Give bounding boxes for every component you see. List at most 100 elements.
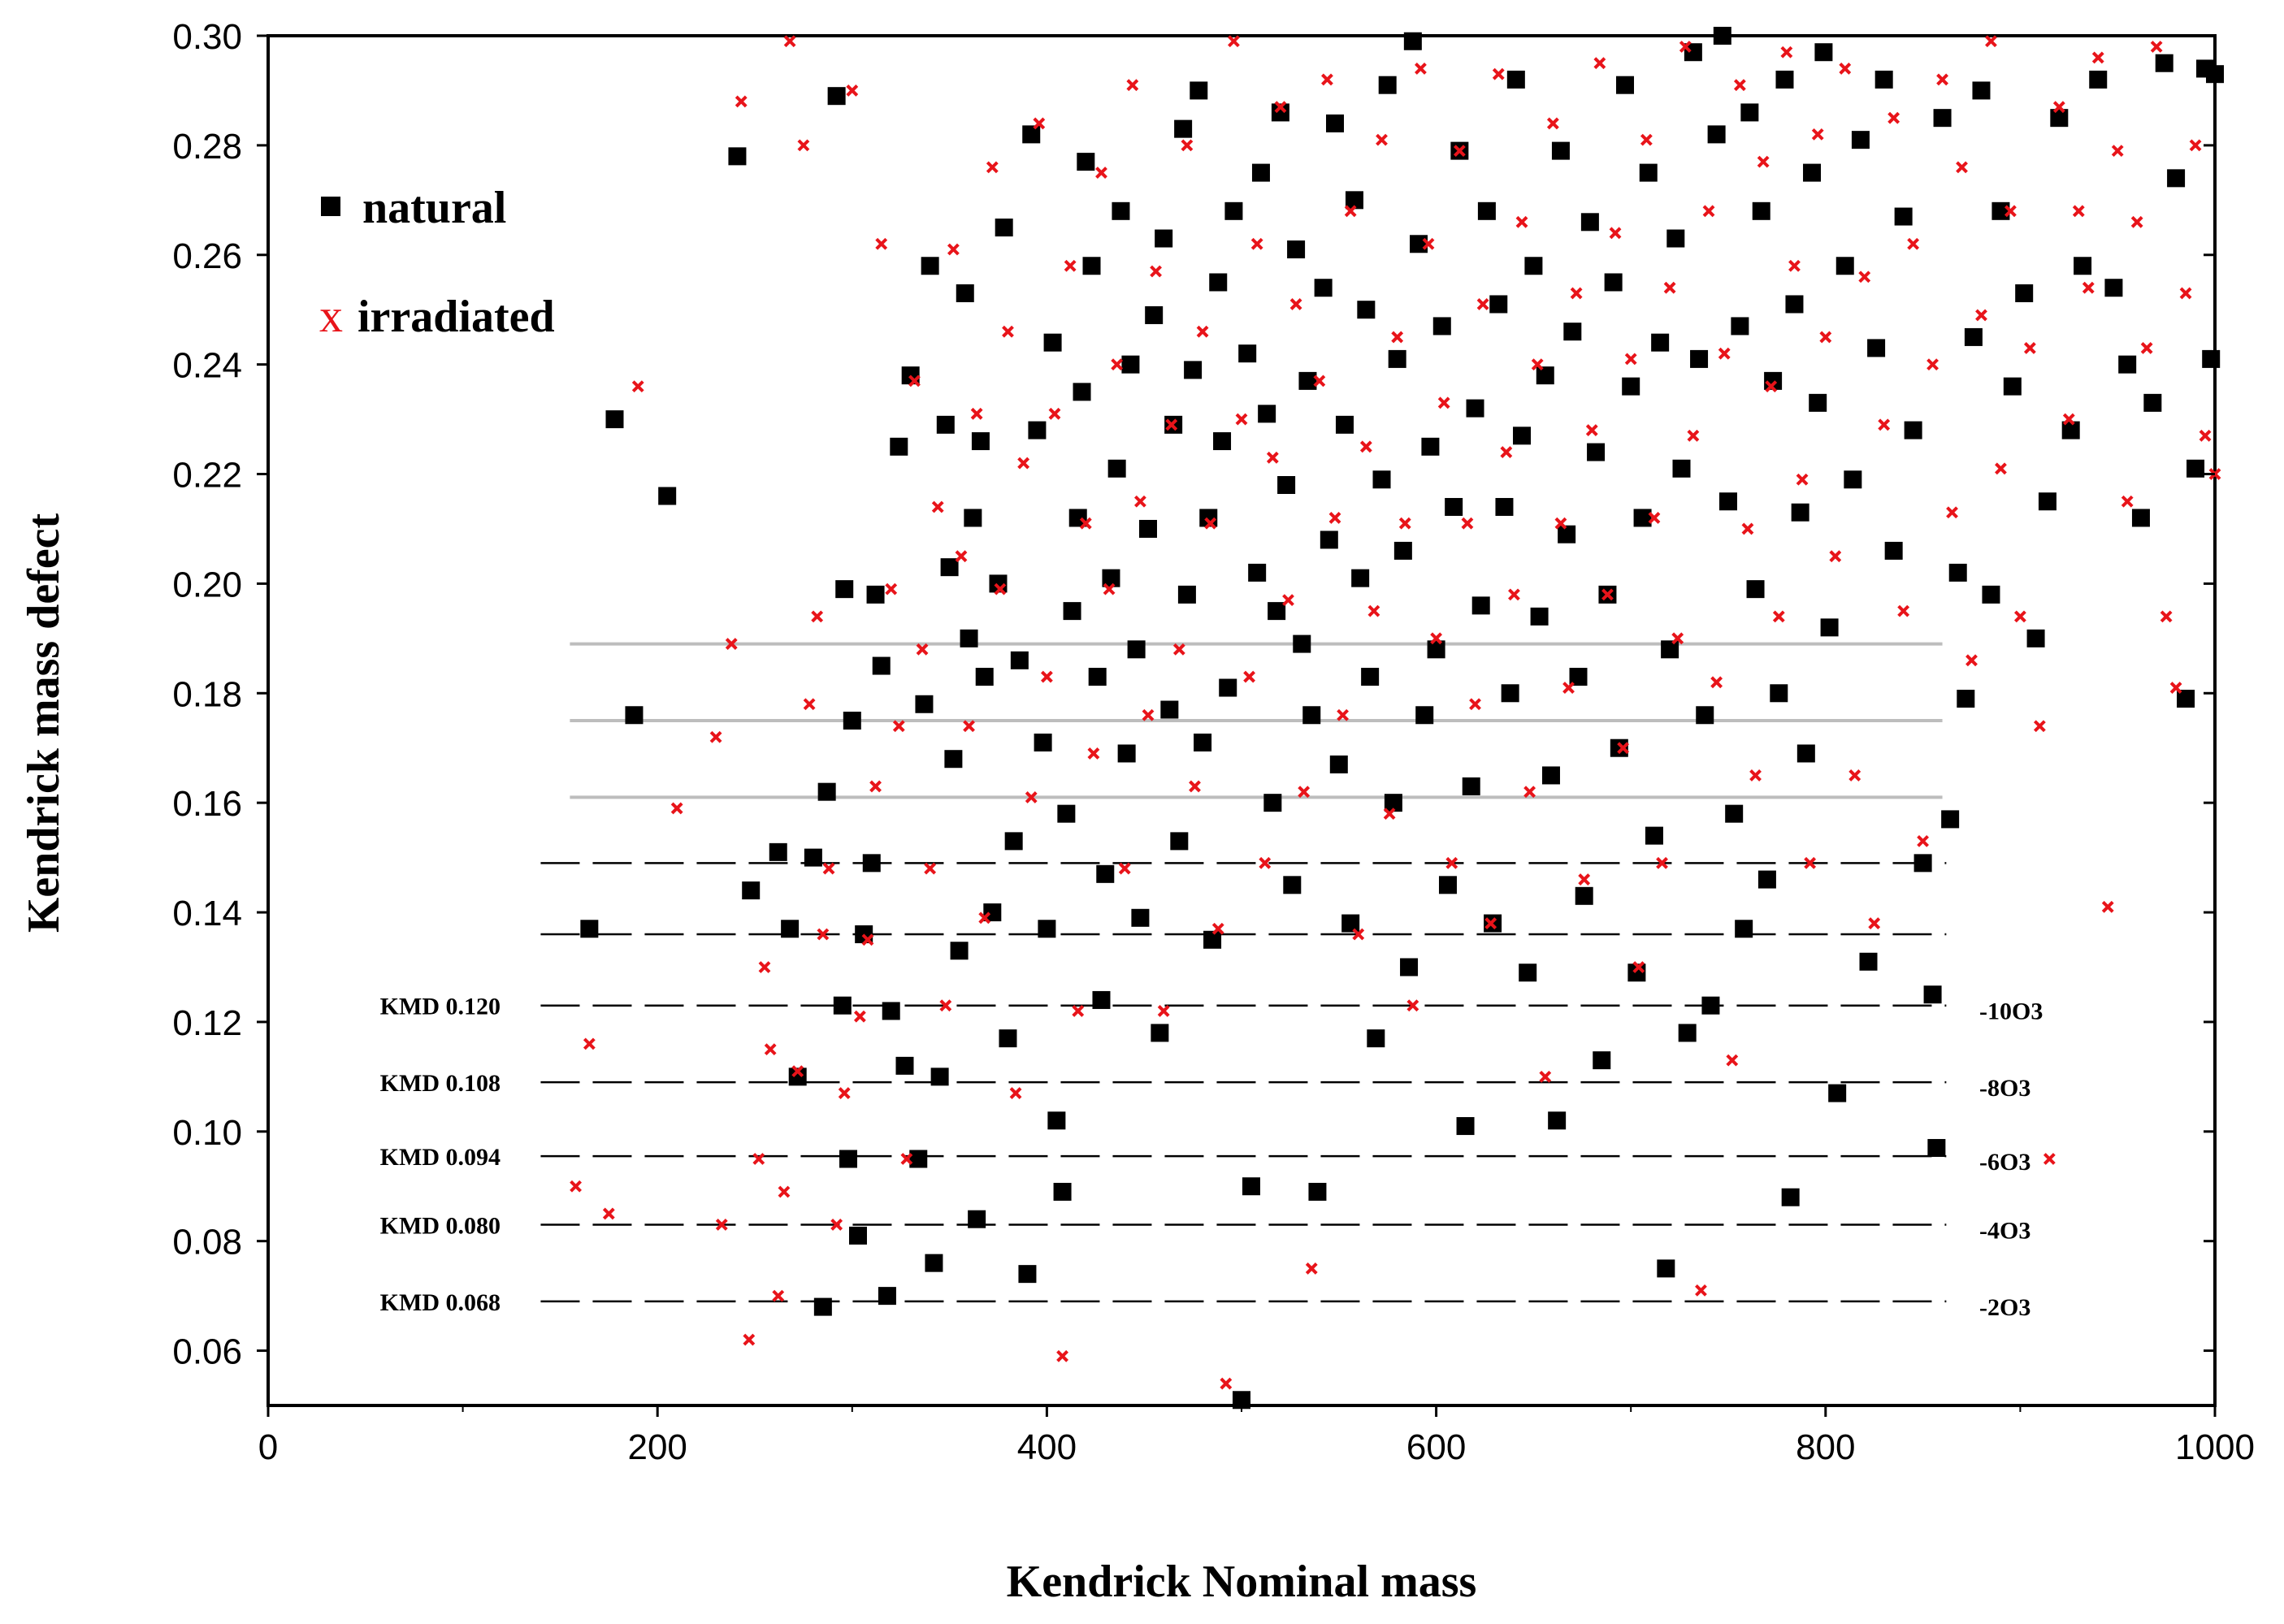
- irradiated-point-50: [1048, 407, 1061, 420]
- y-tick-label-7: 0.20: [172, 565, 242, 604]
- natural-point-96: [1263, 794, 1282, 812]
- natural-point-103: [1298, 371, 1317, 390]
- irradiated-point-114: [1546, 117, 1559, 130]
- irradiated-point-102: [1453, 145, 1466, 158]
- irradiated-point-131: [1679, 41, 1692, 53]
- natural-point-174: [1696, 706, 1714, 725]
- irradiated-point-159: [1917, 834, 1930, 847]
- irradiated-point-68: [1189, 780, 1201, 793]
- irradiated-point-11: [758, 961, 771, 973]
- irradiated-point-91: [1367, 604, 1380, 617]
- natural-point-199: [1844, 470, 1862, 489]
- irradiated-point-95: [1398, 517, 1411, 530]
- natural-point-95: [1258, 405, 1276, 423]
- y-axis-title: Kendrick mass defect: [19, 513, 69, 933]
- natural-point-35: [950, 942, 969, 960]
- natural-point-170: [1672, 459, 1691, 478]
- natural-point-189: [1781, 1188, 1800, 1206]
- natural-point-78: [1170, 832, 1189, 851]
- irradiated-point-21: [822, 862, 835, 875]
- irradiated-point-49: [1040, 670, 1053, 683]
- y-tick-label-5: 0.16: [172, 784, 242, 824]
- irradiated-point-103: [1461, 517, 1474, 530]
- natural-point-104: [1302, 706, 1321, 725]
- natural-point-161: [1622, 377, 1640, 396]
- irradiated-point-185: [2169, 682, 2182, 694]
- natural-point-51: [1034, 733, 1052, 751]
- y-tick-label-12: 0.30: [172, 17, 242, 57]
- irradiated-point-78: [1266, 451, 1279, 464]
- irradiated-point-126: [1640, 133, 1653, 146]
- irradiated-point-56: [1095, 167, 1107, 180]
- irradiated-point-116: [1562, 682, 1575, 694]
- natural-point-215: [1972, 81, 1991, 100]
- ozone-label-3: -4O3: [1979, 1217, 2030, 1244]
- natural-point-45: [999, 1029, 1017, 1048]
- natural-point-185: [1757, 870, 1776, 889]
- natural-point-44: [995, 219, 1013, 237]
- irradiated-point-83: [1305, 1262, 1318, 1275]
- natural-point-48: [1018, 1265, 1037, 1284]
- natural-point-134: [1466, 399, 1484, 418]
- irradiated-point-84: [1313, 375, 1326, 388]
- irradiated-point-165: [1975, 309, 1987, 322]
- x-tick-label-0: 0: [258, 1427, 278, 1467]
- natural-point-10: [813, 1297, 832, 1316]
- natural-point-206: [1904, 421, 1922, 440]
- irradiated-point-60: [1126, 79, 1139, 92]
- irradiated-point-67: [1181, 139, 1194, 152]
- irradiated-point-0: [570, 1180, 582, 1193]
- x-axis-ticks: 0 200 400 600 800 1000: [258, 1405, 2255, 1467]
- irradiated-point-134: [1702, 205, 1715, 218]
- natural-point-214: [1964, 327, 1983, 346]
- natural-point-233: [2186, 459, 2205, 478]
- irradiated-point-178: [2101, 900, 2114, 913]
- irradiated-point-44: [1002, 325, 1014, 338]
- natural-point-82: [1190, 81, 1208, 100]
- natural-point-153: [1575, 886, 1593, 905]
- natural-point-222: [2050, 109, 2069, 128]
- natural-point-123: [1403, 32, 1422, 50]
- irradiated-point-85: [1321, 73, 1333, 86]
- irradiated-point-123: [1617, 742, 1630, 755]
- natural-point-13: [833, 996, 852, 1015]
- kmd-label-2: KMD 0.094: [380, 1144, 501, 1171]
- natural-point-19: [862, 854, 881, 873]
- natural-point-178: [1719, 492, 1737, 511]
- irradiated-point-28: [875, 237, 888, 250]
- irradiated-point-113: [1539, 1070, 1552, 1083]
- irradiated-point-167: [1995, 462, 2007, 475]
- natural-point-149: [1551, 141, 1570, 160]
- natural-point-37: [960, 629, 978, 647]
- natural-point-98: [1271, 103, 1289, 122]
- natural-point-122: [1400, 958, 1419, 977]
- natural-point-16: [843, 712, 861, 730]
- y-tick-label-4: 0.14: [172, 894, 242, 933]
- irradiated-point-38: [955, 550, 968, 563]
- natural-point-93: [1248, 563, 1267, 582]
- natural-point-172: [1684, 43, 1702, 62]
- natural-point-133: [1462, 777, 1480, 795]
- y-axis-ticks: 0.06 0.08 0.10 0.12 0.14 0.16 0.18 0.20 0.22 0.24…: [172, 17, 2215, 1372]
- natural-point-203: [1874, 70, 1893, 89]
- y-tick-label-6: 0.18: [172, 674, 242, 714]
- legend: natural x irradiated: [319, 183, 555, 342]
- y-tick-label-0: 0.06: [172, 1332, 242, 1372]
- natural-point-68: [1117, 744, 1136, 763]
- natural-point-188: [1775, 70, 1794, 89]
- natural-point-130: [1445, 497, 1463, 516]
- irradiated-point-174: [2062, 413, 2075, 426]
- irradiated-point-156: [1887, 111, 1900, 124]
- natural-point-147: [1541, 766, 1560, 785]
- irradiated-point-7: [725, 638, 738, 650]
- natural-point-198: [1835, 257, 1854, 275]
- natural-point-154: [1580, 213, 1599, 232]
- natural-point-182: [1740, 103, 1759, 122]
- irradiated-point-25: [853, 1010, 866, 1023]
- natural-point-127: [1427, 640, 1445, 659]
- natural-point-212: [1948, 563, 1967, 582]
- natural-point-85: [1203, 930, 1222, 949]
- irradiated-point-86: [1328, 512, 1341, 524]
- natural-point-97: [1268, 602, 1286, 621]
